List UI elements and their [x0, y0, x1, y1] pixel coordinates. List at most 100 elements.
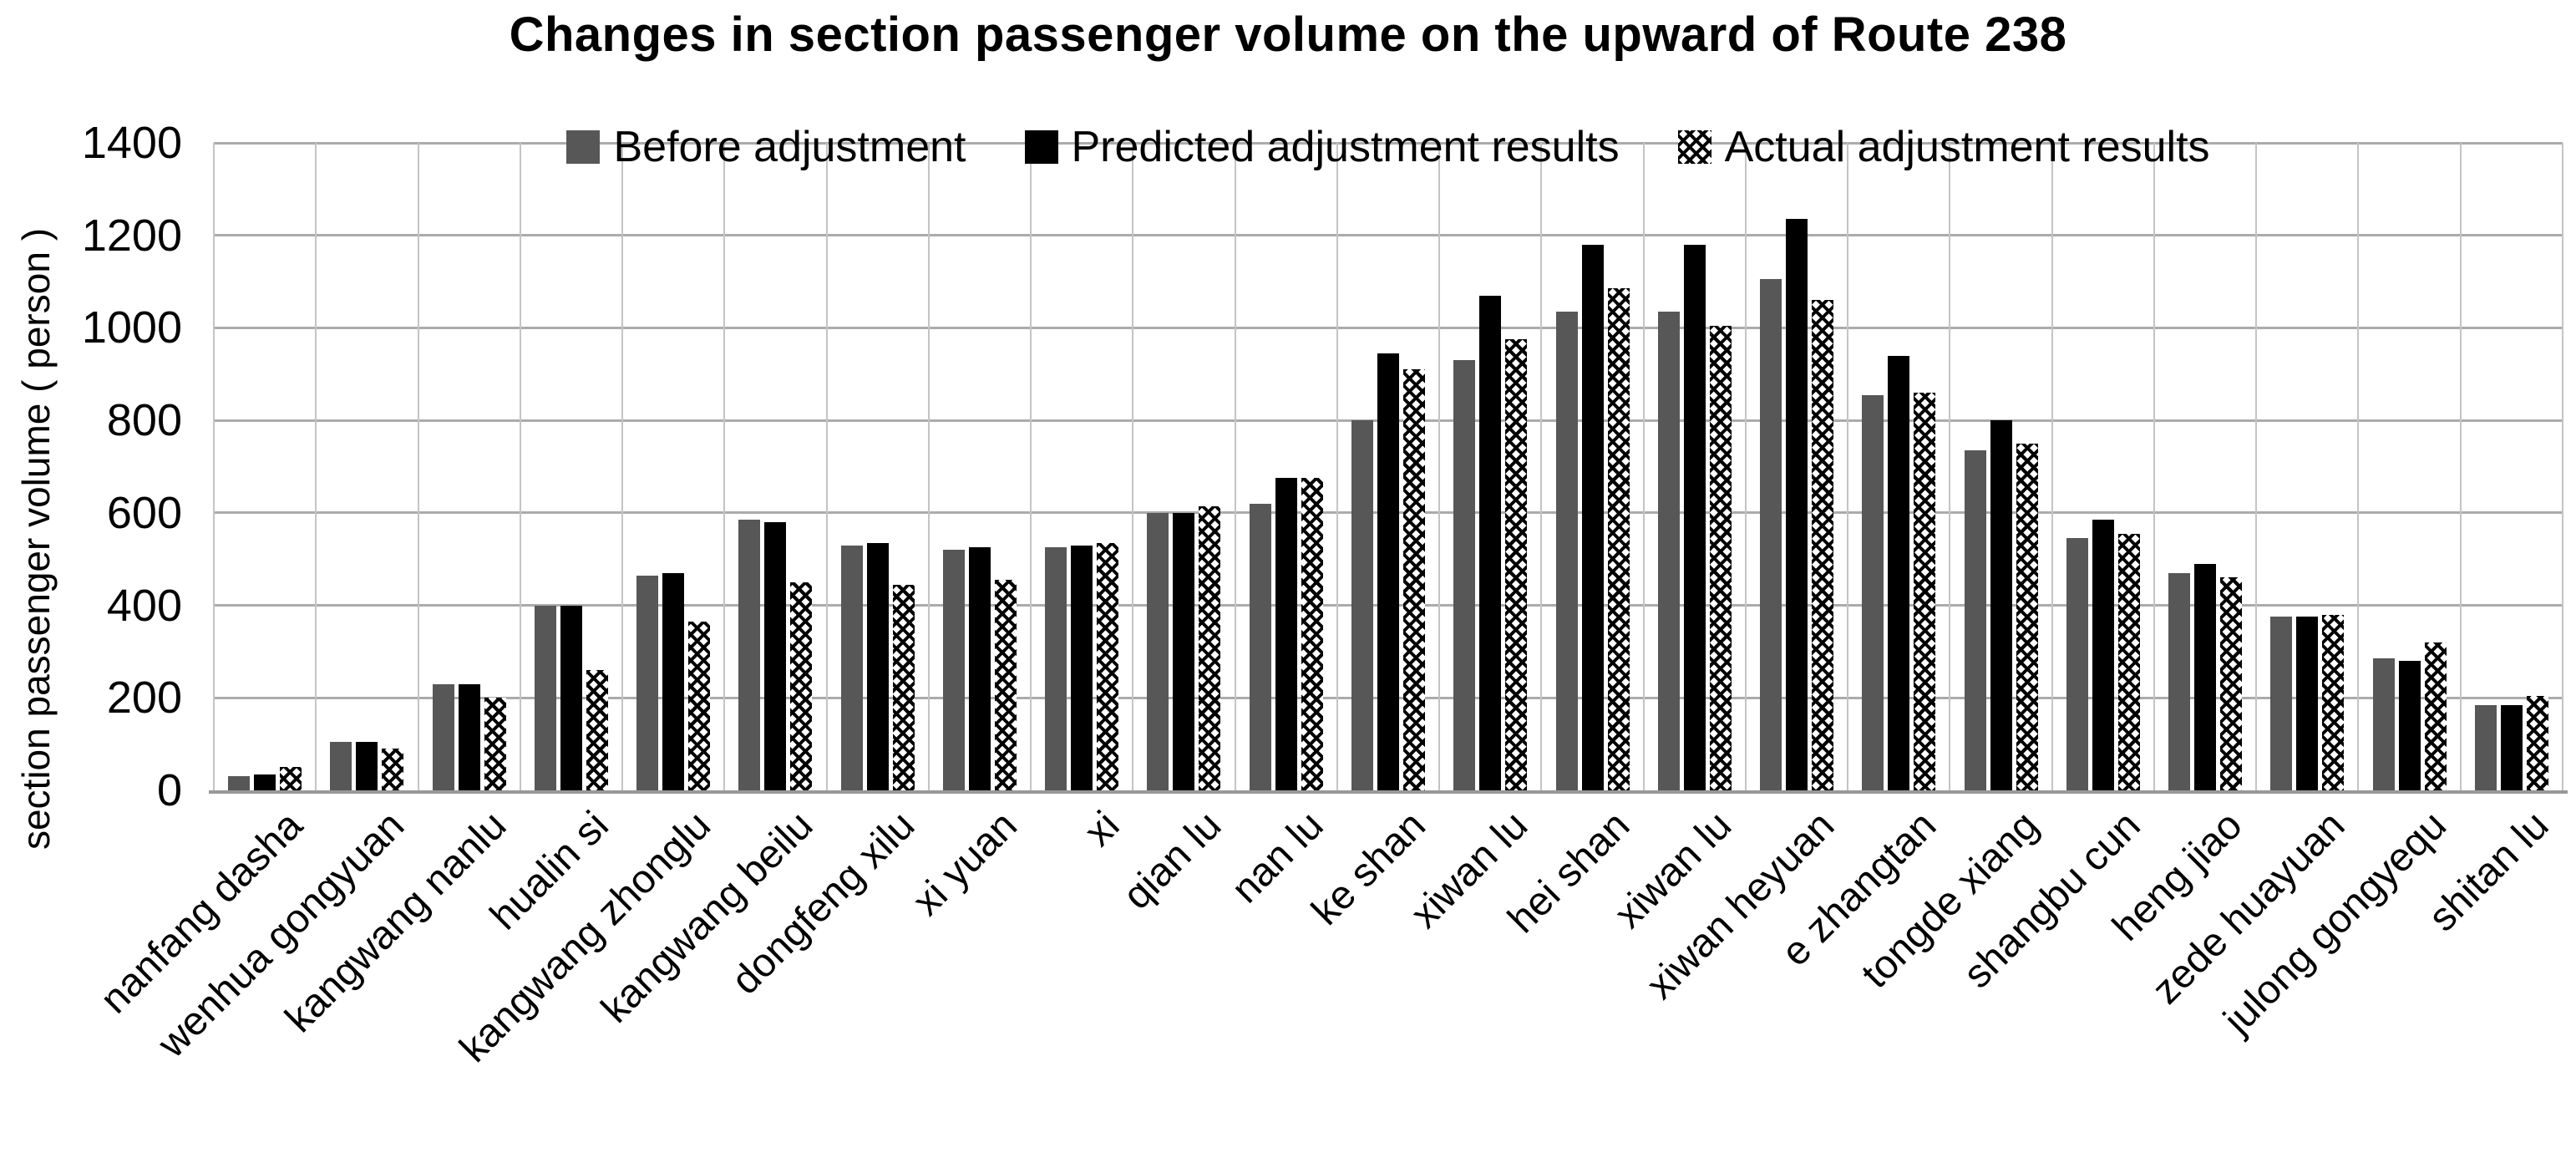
- gridline-vertical: [213, 143, 215, 790]
- bar-before-adjustment-16: [1862, 394, 1884, 790]
- bar-before-adjustment-18: [2066, 538, 2088, 790]
- bar-before-adjustment-1: [330, 741, 352, 790]
- bar-before-adjustment-11: [1351, 420, 1373, 790]
- gridline-vertical: [1438, 143, 1441, 790]
- bar-before-adjustment-17: [1964, 450, 1986, 790]
- gridline-vertical: [519, 143, 521, 790]
- bar-before-adjustment-15: [1760, 279, 1782, 790]
- gridline-vertical: [1132, 143, 1134, 790]
- chart-title: Changes in section passenger volume on t…: [509, 8, 2067, 62]
- bar-predicted-adjustment-results-13: [1581, 244, 1604, 790]
- bar-predicted-adjustment-results-11: [1377, 353, 1399, 790]
- y-tick-label: 800: [106, 395, 182, 446]
- bar-actual-adjustment-results-11: [1403, 369, 1425, 790]
- y-tick-label: 400: [106, 580, 182, 631]
- bar-before-adjustment-2: [432, 683, 454, 790]
- bar-actual-adjustment-results-6: [892, 584, 915, 790]
- x-axis-label: xi yuan: [904, 803, 1026, 925]
- y-tick-label: 600: [106, 487, 182, 538]
- gridline-vertical: [417, 143, 419, 790]
- gridline-vertical: [2459, 143, 2462, 790]
- bar-predicted-adjustment-results-14: [1683, 244, 1706, 790]
- bar-predicted-adjustment-results-18: [2092, 520, 2114, 790]
- gridline-vertical: [1234, 143, 1236, 790]
- bar-before-adjustment-3: [534, 605, 556, 790]
- gridline-vertical: [2153, 143, 2155, 790]
- bar-actual-adjustment-results-4: [688, 621, 711, 790]
- gridline-horizontal: [214, 141, 2563, 145]
- bar-before-adjustment-20: [2270, 617, 2293, 790]
- x-axis-label: qian lu: [1114, 803, 1230, 918]
- bar-predicted-adjustment-results-22: [2500, 704, 2523, 790]
- bar-predicted-adjustment-results-19: [2194, 563, 2217, 790]
- bar-actual-adjustment-results-19: [2220, 577, 2243, 790]
- bar-actual-adjustment-results-5: [790, 581, 813, 790]
- bar-before-adjustment-12: [1453, 360, 1476, 790]
- y-tick-label: 200: [106, 673, 182, 724]
- gridline-vertical: [2051, 143, 2053, 790]
- bar-actual-adjustment-results-3: [586, 670, 608, 790]
- gridline-vertical: [621, 143, 624, 790]
- bar-predicted-adjustment-results-12: [1479, 295, 1502, 790]
- bar-predicted-adjustment-results-0: [254, 774, 276, 790]
- bar-before-adjustment-9: [1147, 512, 1169, 790]
- bar-actual-adjustment-results-13: [1607, 288, 1630, 790]
- legend-swatch-crosshatch: [1677, 130, 1711, 164]
- bar-before-adjustment-10: [1249, 503, 1271, 790]
- bar-before-adjustment-5: [738, 520, 761, 790]
- chart-legend: Before adjustment Predicted adjustment re…: [214, 122, 2563, 172]
- gridline-vertical: [1744, 143, 1747, 790]
- legend-item: Before adjustment: [566, 122, 966, 172]
- gridline-vertical: [2357, 143, 2360, 790]
- legend-label: Predicted adjustment results: [1071, 123, 1620, 171]
- bar-predicted-adjustment-results-8: [1071, 545, 1093, 790]
- bar-before-adjustment-14: [1657, 312, 1680, 790]
- bar-actual-adjustment-results-17: [2016, 443, 2038, 790]
- bar-before-adjustment-4: [636, 575, 659, 790]
- x-axis-label: dongfeng xilu: [723, 803, 924, 1003]
- y-tick-label: 1400: [81, 118, 182, 168]
- bar-predicted-adjustment-results-16: [1888, 355, 1910, 790]
- bar-actual-adjustment-results-10: [1301, 478, 1323, 790]
- bar-predicted-adjustment-results-10: [1275, 478, 1297, 790]
- bar-actual-adjustment-results-9: [1199, 505, 1221, 790]
- bar-actual-adjustment-results-14: [1709, 325, 1732, 790]
- y-tick-label: 0: [156, 765, 182, 815]
- bar-predicted-adjustment-results-1: [356, 741, 378, 790]
- bar-predicted-adjustment-results-17: [1990, 420, 2012, 790]
- legend-label: Before adjustment: [613, 123, 966, 171]
- legend-swatch-solid-black: [1024, 130, 1058, 164]
- y-tick-label: 1200: [81, 210, 182, 261]
- bar-before-adjustment-19: [2168, 572, 2191, 790]
- bar-actual-adjustment-results-12: [1505, 339, 1528, 790]
- gridline-vertical: [1336, 143, 1338, 790]
- bar-before-adjustment-13: [1555, 312, 1578, 790]
- legend-label: Actual adjustment results: [1724, 123, 2210, 171]
- bar-actual-adjustment-results-22: [2526, 695, 2548, 790]
- gridline-vertical: [1540, 143, 1543, 790]
- bar-predicted-adjustment-results-4: [662, 572, 685, 790]
- gridline-horizontal: [214, 234, 2563, 237]
- legend-swatch-solid-gray: [566, 130, 601, 164]
- gridline-vertical: [315, 143, 317, 790]
- bar-predicted-adjustment-results-5: [764, 521, 787, 790]
- x-axis-line: [209, 790, 2568, 794]
- bar-before-adjustment-21: [2372, 658, 2395, 790]
- bar-actual-adjustment-results-16: [1914, 392, 1936, 790]
- gridline-vertical: [1030, 143, 1032, 790]
- legend-item: Actual adjustment results: [1677, 122, 2210, 172]
- bar-actual-adjustment-results-1: [382, 749, 404, 790]
- gridline-vertical: [1949, 143, 1951, 790]
- bar-predicted-adjustment-results-6: [866, 542, 889, 790]
- bar-predicted-adjustment-results-3: [560, 605, 582, 790]
- bar-actual-adjustment-results-15: [1812, 300, 1834, 790]
- bar-predicted-adjustment-results-20: [2296, 617, 2319, 790]
- bar-actual-adjustment-results-8: [1097, 542, 1119, 790]
- bar-actual-adjustment-results-21: [2424, 642, 2447, 790]
- gridline-vertical: [927, 143, 930, 790]
- bar-predicted-adjustment-results-2: [458, 683, 480, 790]
- gridline-vertical: [723, 143, 726, 790]
- gridline-vertical: [825, 143, 828, 790]
- bar-actual-adjustment-results-18: [2117, 533, 2140, 790]
- bar-predicted-adjustment-results-15: [1786, 219, 1808, 790]
